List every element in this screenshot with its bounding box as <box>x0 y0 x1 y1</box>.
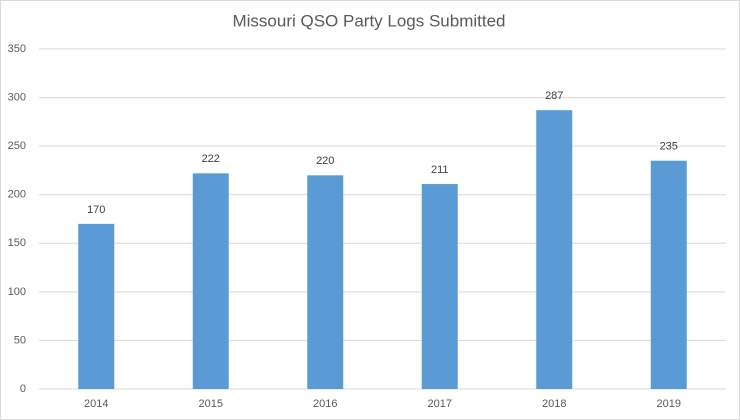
value-label: 220 <box>316 155 334 167</box>
x-tick-label: 2019 <box>657 398 681 410</box>
bar <box>536 110 573 389</box>
bar <box>192 173 229 389</box>
bar <box>421 184 458 389</box>
y-tick-label: 0 <box>20 383 26 395</box>
y-tick-label: 100 <box>8 286 26 298</box>
y-tick-label: 200 <box>8 189 26 201</box>
x-tick-label: 2015 <box>199 398 223 410</box>
x-tick-label: 2016 <box>313 398 337 410</box>
x-tick-label: 2018 <box>542 398 566 410</box>
y-tick-label: 150 <box>8 237 26 249</box>
y-tick-label: 50 <box>14 334 26 346</box>
bar <box>650 160 687 389</box>
value-label: 235 <box>660 141 678 153</box>
chart-title: Missouri QSO Party Logs Submitted <box>232 11 505 30</box>
y-tick-label: 350 <box>8 43 26 55</box>
value-label: 222 <box>202 153 220 165</box>
bar <box>78 223 115 389</box>
value-label: 211 <box>431 164 449 176</box>
value-label: 170 <box>87 204 105 216</box>
x-tick-label: 2014 <box>84 398 108 410</box>
value-label: 287 <box>545 90 563 102</box>
y-tick-label: 300 <box>8 91 26 103</box>
x-tick-label: 2017 <box>428 398 452 410</box>
bar <box>307 175 344 389</box>
y-tick-label: 250 <box>8 140 26 152</box>
